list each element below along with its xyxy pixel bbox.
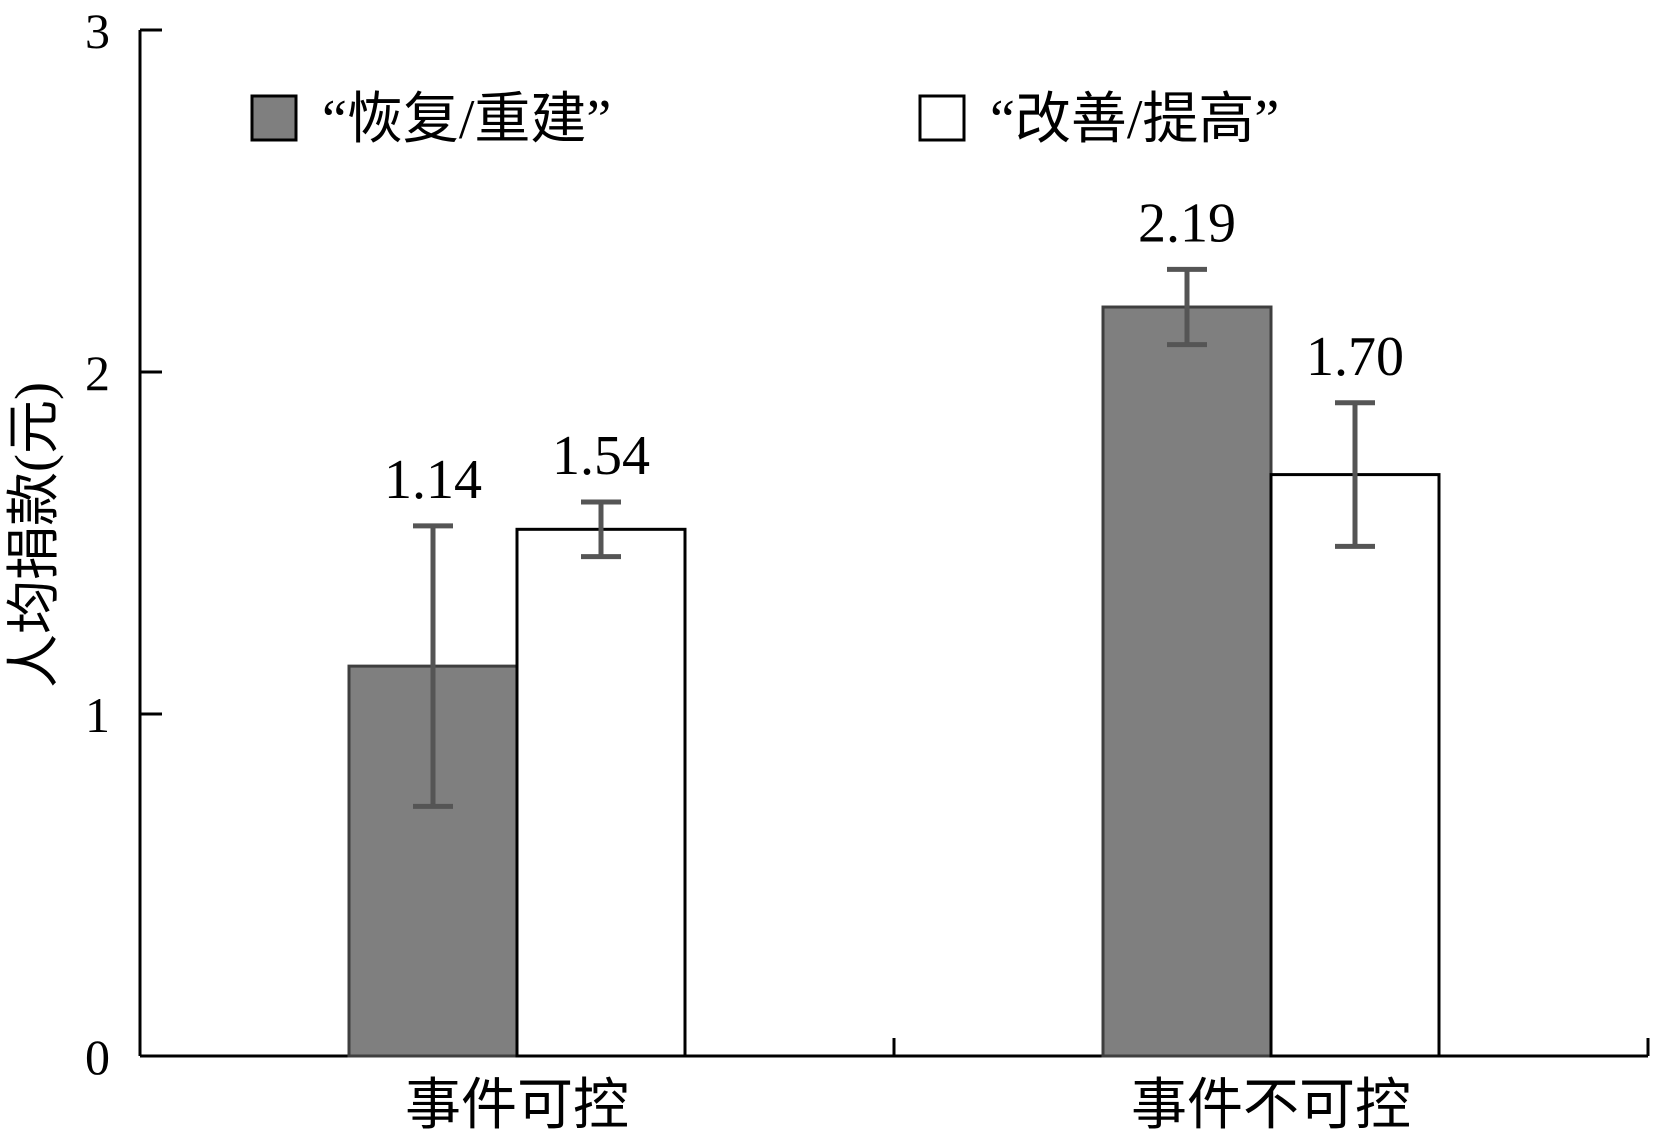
legend-label: “恢复/重建” [322,89,611,151]
error-bars [413,266,1375,809]
data-label: 1.70 [1306,326,1404,388]
data-label: 2.19 [1138,192,1236,254]
y-tick-label: 3 [85,3,110,59]
bar [1269,473,1441,1058]
y-axis-label: 人均捐款(元) [4,382,64,688]
bar [515,527,687,1058]
axes: 0 1 2 3 事件可控 事件不可控 [85,3,1650,1137]
legend-label: “改善/提高” [990,89,1279,151]
x-category-label: 事件可控 [405,1075,629,1137]
data-label: 1.14 [384,449,482,511]
legend: “恢复/重建” “改善/提高” [250,89,1279,151]
bars [347,305,1441,1058]
data-labels: 1.14 2.19 1.54 1.70 [384,192,1404,511]
x-category-label: 事件不可控 [1131,1075,1411,1137]
y-tick-label: 0 [85,1029,110,1085]
bar [1101,305,1273,1058]
legend-swatch [918,94,966,142]
legend-swatch [250,94,298,142]
y-tick-label: 1 [85,687,110,743]
data-label: 1.54 [552,425,650,487]
y-tick-label: 2 [85,345,110,401]
